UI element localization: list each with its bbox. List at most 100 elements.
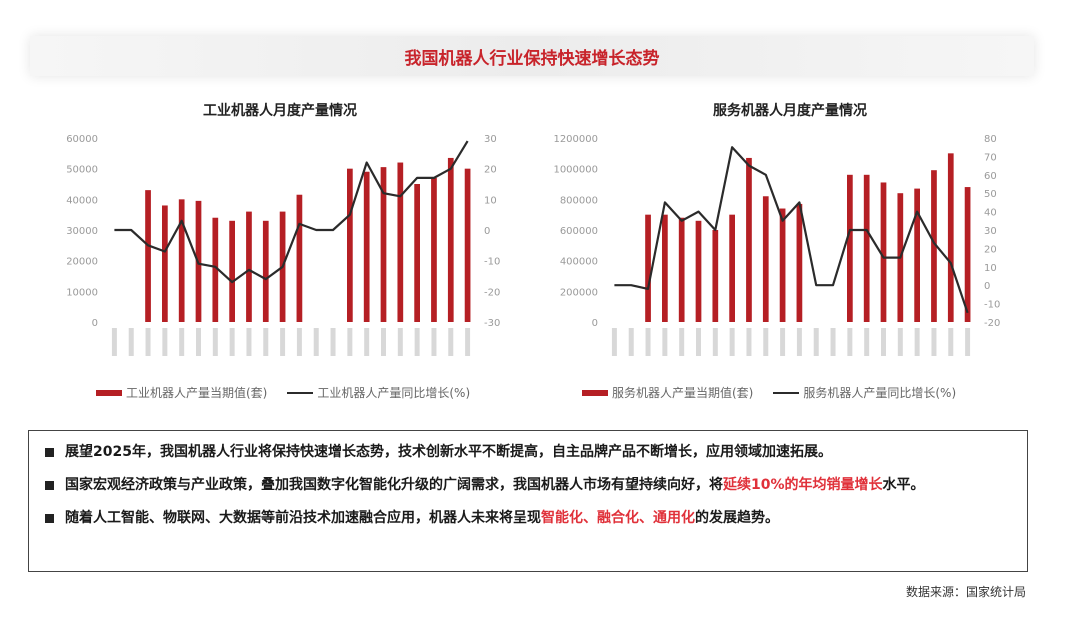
x-axis-label-mark [246,328,252,356]
x-axis-label-mark [128,328,134,356]
right-axis-tick-label: 10 [484,195,497,206]
page-title: 我国机器人行业保持快速增长态势 [404,49,660,69]
right-axis-tick-label: 40 [984,208,997,219]
right-axis-tick-label: 20 [484,165,497,176]
right-axis-tick-label: 50 [984,189,997,200]
bullet-text: 的发展趋势。 [695,510,779,526]
x-axis-label-mark [212,328,218,356]
bullet-square-icon [45,448,54,457]
left-axis-tick-label: 0 [92,318,98,329]
left-axis-tick-label: 600000 [560,226,598,237]
x-axis-label-mark [330,328,336,356]
x-axis-label-mark [897,328,903,356]
service-chart-legend: 服务机器人产量当期值(套) 服务机器人产量同比增长(%) [582,384,956,401]
x-axis-label-mark [813,328,819,356]
x-axis-label-mark [313,328,319,356]
bar [796,203,803,322]
service-robot-chart: 0 200000 400000 600000 800000 1000000 1200000 -… [553,134,1000,356]
right-axis-tick-label: 70 [984,152,997,163]
x-axis-label-mark [196,328,201,356]
right-axis-tick-label: 30 [484,134,497,145]
legend-line-swatch [287,391,314,394]
x-axis-label-mark [729,328,735,356]
industrial-chart-title: 工业机器人月度产量情况 [203,103,357,119]
growth-line [614,146,969,314]
left-axis-tick-label: 40000 [66,195,98,206]
industrial-chart-legend: 工业机器人产量当期值(套) 工业机器人产量同比增长(%) [96,384,470,401]
left-axis-tick-label: 200000 [560,287,598,298]
legend-line-label: 工业机器人产量同比增长(%) [317,386,471,400]
bar [145,190,151,322]
x-axis-label-mark [611,328,617,356]
x-axis-label-mark [347,328,353,356]
x-axis-label-mark [645,328,651,356]
highlight-text: 智能化、融合化、通用化 [541,510,695,526]
bar [347,168,353,322]
right-axis-tick-label: -10 [484,257,500,268]
right-axis-tick-label: 20 [984,244,997,255]
bar [397,162,404,322]
x-axis-label-mark [162,328,168,356]
bullet-text: 随着人工智能、物联网、大数据等前沿技术加速融合应用，机器人未来将呈现 [65,510,541,526]
bar [779,208,786,322]
x-axis-label-mark [397,328,403,356]
bar [262,220,269,322]
x-axis-label-mark [830,328,836,356]
x-axis-label-mark [111,328,117,356]
x-axis-label-mark [296,328,302,356]
bar [729,214,735,322]
bar [229,220,235,322]
industrial-robot-chart: 0 10000 20000 30000 40000 50000 60000 -30 -20 -10… [66,134,500,356]
bullet-text: 展望2025年，我国机器人行业将保持快速增长态势，技术创新水平不断提高，自主品牌… [65,444,832,460]
x-axis-label-mark [965,328,971,356]
bullet-text: 水平。 [882,477,925,493]
bar [662,214,668,322]
bar [464,168,471,322]
bullet-square-icon [45,514,54,523]
bar [712,230,719,322]
right-axis-tick-label: 0 [484,226,490,237]
x-axis-label-mark [448,328,454,356]
x-axis-label-mark [712,328,718,356]
x-axis-label-mark [847,328,853,356]
summary-bullet: 国家宏观经济政策与产业政策，叠加我国数字化智能化升级的广阔需求，我国机器人市场有… [43,473,1013,498]
x-axis-label-mark [914,328,920,356]
x-axis-label-mark [263,328,269,356]
bar [363,171,370,322]
bar [212,217,219,322]
bar [880,182,887,322]
left-axis-tick-label: 1200000 [553,134,598,145]
left-axis-tick-label: 60000 [66,134,98,145]
x-axis-label-mark [229,328,235,356]
right-axis-tick-label: 10 [984,263,997,274]
legend-bar-swatch [96,389,122,396]
bar [380,167,387,322]
x-axis-label-mark [145,328,151,356]
x-axis-label-mark [280,328,286,356]
summary-box: 展望2025年，我国机器人行业将保持快速增长态势，技术创新水平不断提高，自主品牌… [28,430,1028,572]
bar [762,196,769,322]
left-axis-tick-label: 800000 [560,195,598,206]
x-axis-label-mark [864,328,870,356]
x-axis-label-mark [780,328,786,356]
x-axis-label-mark [931,328,937,356]
left-axis-tick-label: 50000 [66,165,98,176]
bar [447,157,454,322]
bar [914,188,920,322]
bar [246,211,252,322]
left-axis-tick-label: 20000 [66,257,98,268]
x-axis-label-mark [796,328,802,356]
bar [431,177,437,322]
legend-bar-label: 工业机器人产量当期值(套) [126,386,268,400]
growth-line [114,140,469,284]
bar [645,214,651,322]
x-axis-label-mark [381,328,386,356]
title-band: 我国机器人行业保持快速增长态势 [30,36,1034,76]
bar [746,157,752,322]
x-axis-label-mark [881,328,886,356]
bar [931,170,937,322]
x-axis-label-mark [662,328,668,356]
left-axis-tick-label: 400000 [560,257,598,268]
right-axis-tick-label: -10 [984,300,1000,311]
right-axis-tick-label: -30 [484,318,500,329]
